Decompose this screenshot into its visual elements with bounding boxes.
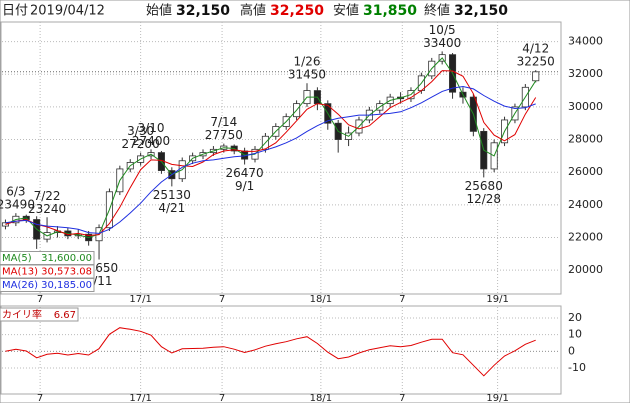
legend-value: 31,600.00 <box>41 253 92 264</box>
annotation-date: 4/21 <box>158 201 185 215</box>
annotation-value: 23240 <box>28 202 66 216</box>
y-tick-label: 34000 <box>568 35 603 48</box>
sub-panel <box>0 305 562 395</box>
header-field-value: 32,150 <box>454 3 508 19</box>
candle-body <box>1 222 9 227</box>
date-label: 日付 <box>2 4 28 19</box>
sub-label-box <box>0 307 79 322</box>
y-tick-label: 30000 <box>568 100 603 113</box>
header-field-value: 32,250 <box>270 3 324 19</box>
annotation-date: 10/5 <box>429 23 456 37</box>
annotation-value: 27200 <box>122 137 160 151</box>
header-field-name: 高値 <box>240 3 266 19</box>
annotation-date: 3/30 <box>127 124 154 138</box>
y-tick-label: 10 <box>568 328 582 341</box>
x-tick-label: 17/1 <box>129 393 151 403</box>
x-tick-label: 7 <box>219 393 225 403</box>
annotation-value: 25130 <box>153 188 191 202</box>
legend-name: MA(13) <box>2 267 38 278</box>
annotation-date: 12/28 <box>466 192 501 206</box>
y-tick-label: -10 <box>568 361 586 374</box>
annotation-value: 33400 <box>423 36 461 50</box>
annotation-value: 23490 <box>0 198 35 212</box>
annotation-date: 6/3 <box>6 185 25 199</box>
annotation-date: 7/14 <box>210 115 237 129</box>
annotation-value: 31450 <box>288 68 326 82</box>
series-line <box>5 57 537 239</box>
x-tick-label: 19/1 <box>486 393 508 403</box>
header-field-name: 終値 <box>424 3 450 19</box>
annotation-value: 25680 <box>465 179 503 193</box>
header-field-name: 始値 <box>146 3 172 19</box>
sub-value: 6.67 <box>54 310 76 321</box>
x-tick-label: 7 <box>37 393 43 403</box>
y-tick-label: 22000 <box>568 230 603 243</box>
legend-name: MA(26) <box>2 280 38 291</box>
annotation-value: 26470 <box>226 166 264 180</box>
header-field-value: 31,850 <box>363 3 417 19</box>
x-tick-label: 19/1 <box>486 294 508 305</box>
series-line <box>5 70 537 237</box>
y-tick-label: 24000 <box>568 198 603 211</box>
annotation-date: 1/26 <box>294 55 321 69</box>
annotation-date: 9/1 <box>235 179 254 193</box>
annotation-date: 3/10 <box>138 121 165 135</box>
annotation-value: 27750 <box>205 128 243 142</box>
annotation-date: 4/12 <box>522 42 549 56</box>
y-tick-label: 26000 <box>568 165 603 178</box>
sub-title: カイリ率 <box>2 308 42 321</box>
y-tick-label: 32000 <box>568 67 603 80</box>
annotation-date: 7/22 <box>34 189 61 203</box>
main-panel <box>0 21 562 295</box>
candle-body <box>532 71 540 82</box>
x-tick-label: 7 <box>399 393 405 403</box>
legend-name: MA(5) <box>2 253 32 264</box>
header-field-name: 安値 <box>333 3 359 19</box>
y-tick-label: 20000 <box>568 263 603 276</box>
date: 2019/04/12 <box>30 4 105 19</box>
y-tick-label: 28000 <box>568 133 603 146</box>
x-tick-label: 7 <box>219 294 225 305</box>
annotation-value: 27400 <box>132 134 170 148</box>
x-tick-label: 17/1 <box>129 294 151 305</box>
legend-value: 30,573.08 <box>41 267 92 278</box>
header-field-value: 32,150 <box>176 3 230 19</box>
x-tick-label: 18/1 <box>310 294 332 305</box>
x-tick-label: 18/1 <box>310 393 332 403</box>
x-tick-label: 7 <box>399 294 405 305</box>
series-line <box>5 85 536 234</box>
y-tick-label: 20 <box>568 311 582 324</box>
legend-box <box>0 278 95 292</box>
series-line <box>5 327 536 377</box>
y-tick-label: 0 <box>568 344 575 357</box>
legend-value: 30,185.00 <box>41 280 92 291</box>
x-tick-label: 7 <box>37 294 43 305</box>
annotation-value: 32250 <box>517 55 555 69</box>
